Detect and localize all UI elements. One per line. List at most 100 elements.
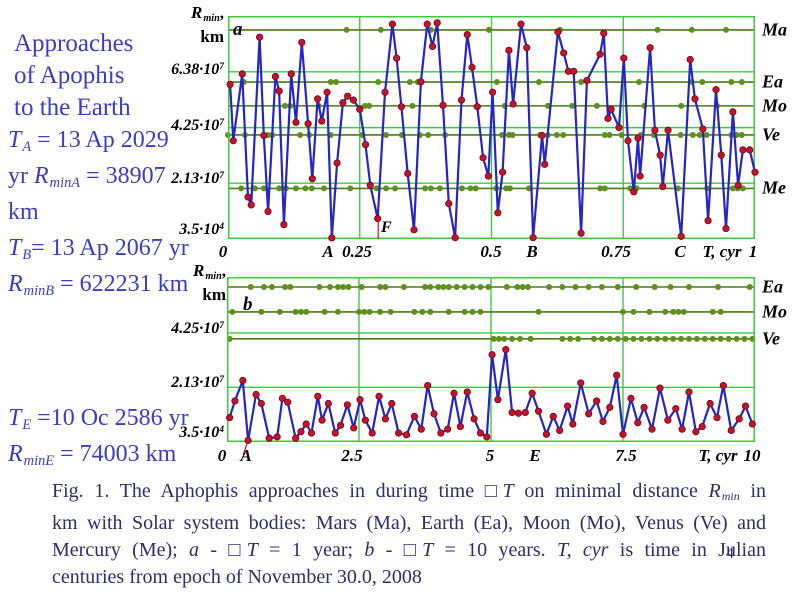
chart-a-marker xyxy=(308,175,316,183)
planet-dot-Mo xyxy=(409,102,416,109)
planet-dot-Ea xyxy=(485,284,492,291)
chart-b-marker xyxy=(231,397,239,405)
chart-a-yaxis-label: Rmin, km xyxy=(190,3,224,46)
planet-dot-Ve xyxy=(601,131,608,138)
chart-a-xtick-A: A xyxy=(322,242,334,261)
chart-b-marker xyxy=(556,426,564,435)
chart-b-ytick: 2.13·107 xyxy=(171,374,224,392)
planet-dot-Ea xyxy=(382,284,389,291)
chart-b-marker xyxy=(331,429,339,437)
chart-a-marker xyxy=(287,70,295,78)
chart-a-xtick-C: C xyxy=(674,242,686,261)
planet-dot-Mo xyxy=(535,308,542,315)
chart-b-marker xyxy=(395,429,403,437)
planet-dot-Mo xyxy=(377,308,384,315)
planet-dot-Ve xyxy=(527,335,534,342)
chart-a-marker xyxy=(260,131,268,140)
chart-b-marker xyxy=(648,425,656,433)
planet-dot-Mo xyxy=(593,102,600,109)
chart-a-marker xyxy=(397,103,405,111)
chart-a-border xyxy=(228,16,755,239)
planet-dot-Me xyxy=(238,185,245,192)
event-a-line: yr RminA = 38907 xyxy=(8,163,166,192)
planet-dot-Mo xyxy=(321,308,328,315)
chart-b-xtick-0: 0 xyxy=(217,446,227,465)
chart-b-marker xyxy=(563,402,572,410)
planet-dot-Me xyxy=(308,185,315,192)
planet-dot-Ea xyxy=(715,284,722,291)
planet-dot-Ea xyxy=(435,284,442,291)
planet-label-Ve: Ve xyxy=(762,124,780,145)
planet-dot-Ve xyxy=(630,335,637,342)
chart-a-marker xyxy=(484,172,492,180)
planet-dot-Ea xyxy=(559,284,566,291)
planet-dot-Me xyxy=(472,185,479,192)
planet-dot-Me xyxy=(383,185,390,192)
chart-a-xtick-0.5: 0.5 xyxy=(480,242,502,261)
planet-dot-Mo xyxy=(646,308,653,315)
planet-dot-Me xyxy=(597,185,604,192)
figure-caption: Fig. 1. The Aphophis approaches in durin… xyxy=(52,478,766,591)
planet-dot-Ve xyxy=(567,335,574,342)
planet-dot-Ve xyxy=(590,335,597,342)
page-number: 4 xyxy=(726,545,734,562)
chart-a-marker xyxy=(659,182,667,191)
chart-a-marker xyxy=(410,226,418,234)
chart-a-marker xyxy=(229,137,237,145)
planet-dot-Ve xyxy=(622,335,629,342)
chart-b-marker xyxy=(430,410,438,418)
chart-b-marker xyxy=(494,396,502,404)
planet-dot-Ve xyxy=(517,335,524,342)
planet-dot-Mo xyxy=(427,308,434,315)
planet-dot-Mo xyxy=(678,102,685,109)
chart-a-marker xyxy=(318,117,326,125)
chart-b-marker xyxy=(314,392,322,400)
chart-a-marker xyxy=(361,141,370,149)
planet-dot-Ea xyxy=(375,79,382,86)
chart-a-marker xyxy=(423,20,431,28)
chart-a-marker xyxy=(523,44,531,52)
chart-b-plot xyxy=(226,277,756,456)
planet-dot-Me xyxy=(392,185,399,192)
planet-dot-Ve xyxy=(686,335,692,342)
chart-a-marker xyxy=(333,159,341,167)
planet-dot-Ve xyxy=(598,335,605,342)
chart-b-marker xyxy=(672,405,680,413)
planet-dot-Ea xyxy=(422,284,428,291)
planet-dot-Ea xyxy=(445,284,452,291)
chart-a-marker xyxy=(445,200,453,208)
planet-dot-Ve xyxy=(725,335,732,342)
planet-dot-Ea xyxy=(461,284,468,291)
chart-b-marker xyxy=(463,388,471,396)
chart-b-marker xyxy=(244,436,252,445)
chart-b-marker xyxy=(592,397,601,405)
chart-a-marker xyxy=(509,100,517,108)
planet-dot-Ve xyxy=(559,335,566,342)
chart-a-marker xyxy=(275,87,283,95)
chart-a-marker xyxy=(751,168,759,176)
planet-label-Ve: Ve xyxy=(762,328,780,349)
chart-b-marker xyxy=(613,371,621,379)
chart-a-marker xyxy=(722,224,730,233)
planet-dot-Me xyxy=(506,185,513,192)
planet-dot-Mo xyxy=(670,308,677,315)
chart-b-marker xyxy=(324,399,332,408)
planet-dot-Ma xyxy=(343,26,350,33)
planet-dot-Ve xyxy=(703,131,710,138)
planet-dot-Ve xyxy=(297,131,304,138)
planet-dot-Ve xyxy=(677,131,684,138)
chart-b-marker xyxy=(488,351,496,359)
chart-a-marker xyxy=(691,95,699,103)
chart-a-xtick-B: B xyxy=(526,242,538,261)
chart-a-marker xyxy=(404,169,412,178)
chart-a-marker xyxy=(428,42,437,50)
chart-a-marker xyxy=(451,234,459,242)
planet-dot-Me xyxy=(302,185,309,192)
chart-a-marker xyxy=(244,193,252,201)
chart-a-marker xyxy=(583,76,591,85)
chart-b-marker xyxy=(502,346,510,354)
event-b-line: TB= 13 Ap 2067 yr xyxy=(8,235,189,264)
chart-b-marker xyxy=(514,409,523,417)
planet-dot-Ea xyxy=(345,284,352,291)
